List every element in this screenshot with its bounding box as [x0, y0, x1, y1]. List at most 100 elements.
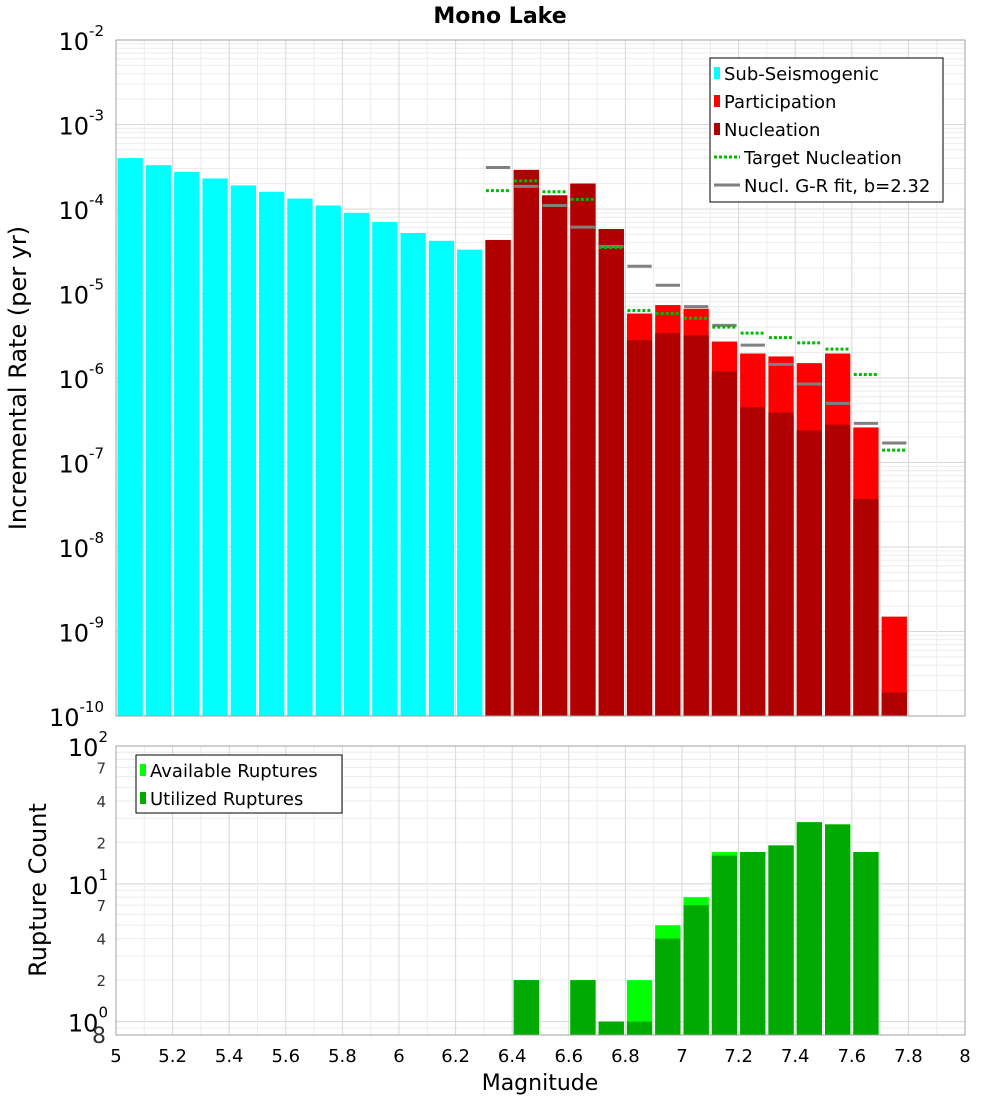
bar — [626, 340, 653, 716]
tick-base: 10 — [49, 704, 80, 732]
bar — [428, 240, 455, 716]
bar — [825, 424, 851, 716]
tick-base: 10 — [58, 28, 89, 56]
x-tick-label: 7.2 — [724, 1046, 753, 1067]
y-tick-label: 100 — [68, 1004, 108, 1038]
y-tick-label: 10-8 — [58, 529, 104, 563]
tick-base: 10 — [68, 734, 99, 762]
y-tick-label: 10-6 — [58, 360, 104, 394]
x-tick-label: 5.6 — [271, 1046, 300, 1067]
legend-box — [135, 754, 343, 814]
y-tick-label: 10-3 — [58, 107, 104, 141]
tick-exponent: -8 — [89, 529, 104, 547]
x-tick-label: 5.8 — [328, 1046, 357, 1067]
y-tick-label: 10-2 — [58, 22, 104, 56]
legend-swatch — [714, 123, 720, 135]
top-legend: Sub-Seismogenic Participation Nucleation T… — [709, 57, 944, 203]
top-series-target-nucleation — [485, 179, 907, 452]
x-tick-label: 7.4 — [781, 1046, 810, 1067]
tick-base: 10 — [58, 113, 89, 141]
tick-exponent: -4 — [89, 191, 104, 209]
bottom-series-utilized-ruptures — [513, 822, 879, 1035]
bar — [174, 171, 200, 716]
bar — [598, 1021, 624, 1035]
legend-swatch — [140, 764, 146, 776]
legend-swatch — [714, 95, 720, 107]
bar — [570, 980, 596, 1035]
bar — [853, 498, 879, 716]
top-series-gr-fit — [485, 165, 907, 445]
legend-label: Participation — [724, 92, 836, 113]
legend-label: Nucleation — [724, 120, 820, 141]
tick-exponent: 1 — [98, 866, 108, 884]
tick-exponent: 2 — [98, 728, 108, 746]
chart-title: Mono Lake — [433, 4, 566, 29]
bar — [768, 845, 794, 1035]
bar — [825, 824, 851, 1035]
legend-label: Available Ruptures — [150, 761, 318, 782]
legend-swatch — [714, 67, 720, 79]
y-tick-label: 10-5 — [58, 276, 104, 310]
x-tick-label: 8 — [959, 1046, 970, 1067]
bar — [202, 178, 228, 717]
tick-exponent: -10 — [80, 698, 105, 716]
tick-base: 10 — [68, 1010, 99, 1038]
top-series-nucleation — [485, 169, 907, 717]
tick-exponent: -3 — [89, 107, 104, 125]
bar — [542, 195, 568, 717]
y-minor-tick-label: 2 — [96, 834, 106, 852]
tick-base: 10 — [58, 282, 89, 310]
bar — [513, 169, 539, 716]
legend-label: Nucl. G-R fit, b=2.32 — [744, 176, 930, 197]
bar — [711, 371, 738, 716]
y-tick-label: 10-10 — [49, 698, 104, 732]
bar — [117, 158, 143, 717]
tick-exponent: -2 — [89, 22, 104, 40]
bottom-y-axis-label: Rupture Count — [24, 803, 52, 977]
x-tick-labels: 5 5.2 5.4 5.6 5.8 6 6.2 6.4 6.6 6.8 7 7.2 7.4 7.6 7.8 8 — [110, 1046, 970, 1067]
x-tick-label: 7.6 — [837, 1046, 866, 1067]
top-y-axis-label: Incremental Rate (per yr) — [4, 226, 32, 530]
tick-base: 10 — [58, 535, 89, 563]
tick-base: 10 — [58, 366, 89, 394]
legend-label: Target Nucleation — [743, 148, 902, 169]
x-tick-label: 7.8 — [894, 1046, 923, 1067]
y-tick-label: 10-7 — [58, 445, 104, 479]
bar — [711, 855, 738, 1035]
legend-swatch — [140, 792, 146, 804]
bar — [626, 1021, 653, 1035]
y-minor-tick-label: 7 — [96, 759, 106, 777]
x-tick-label: 7 — [676, 1046, 687, 1067]
y-minor-tick-label: 4 — [96, 793, 106, 811]
y-minor-tick-label: 4 — [96, 931, 106, 949]
bar — [259, 191, 285, 717]
bar — [570, 183, 596, 716]
tick-exponent: 0 — [98, 1004, 108, 1022]
bottom-legend: Available Ruptures Utilized Ruptures — [135, 754, 343, 814]
bar — [881, 692, 907, 716]
y-minor-tick-label: 7 — [96, 897, 106, 915]
y-minor-tick-label: 2 — [96, 972, 106, 990]
tick-base: 10 — [58, 197, 89, 225]
bar — [513, 980, 539, 1035]
bar — [683, 335, 709, 716]
bar — [598, 228, 624, 716]
x-tick-label: 5 — [110, 1046, 121, 1067]
bar — [372, 222, 398, 716]
bar — [145, 165, 172, 717]
top-plot-frame — [115, 39, 966, 717]
x-tick-label: 5.4 — [215, 1046, 244, 1067]
x-tick-label: 6 — [393, 1046, 404, 1067]
bar — [853, 852, 879, 1035]
bar — [655, 333, 681, 716]
bar — [740, 407, 766, 716]
tick-base: 10 — [58, 451, 89, 479]
y-tick-label: 10-9 — [58, 614, 104, 648]
legend-label: Utilized Ruptures — [150, 789, 303, 810]
x-tick-label: 6.2 — [441, 1046, 470, 1067]
bar — [230, 185, 256, 717]
x-axis-label: Magnitude — [482, 1071, 599, 1096]
